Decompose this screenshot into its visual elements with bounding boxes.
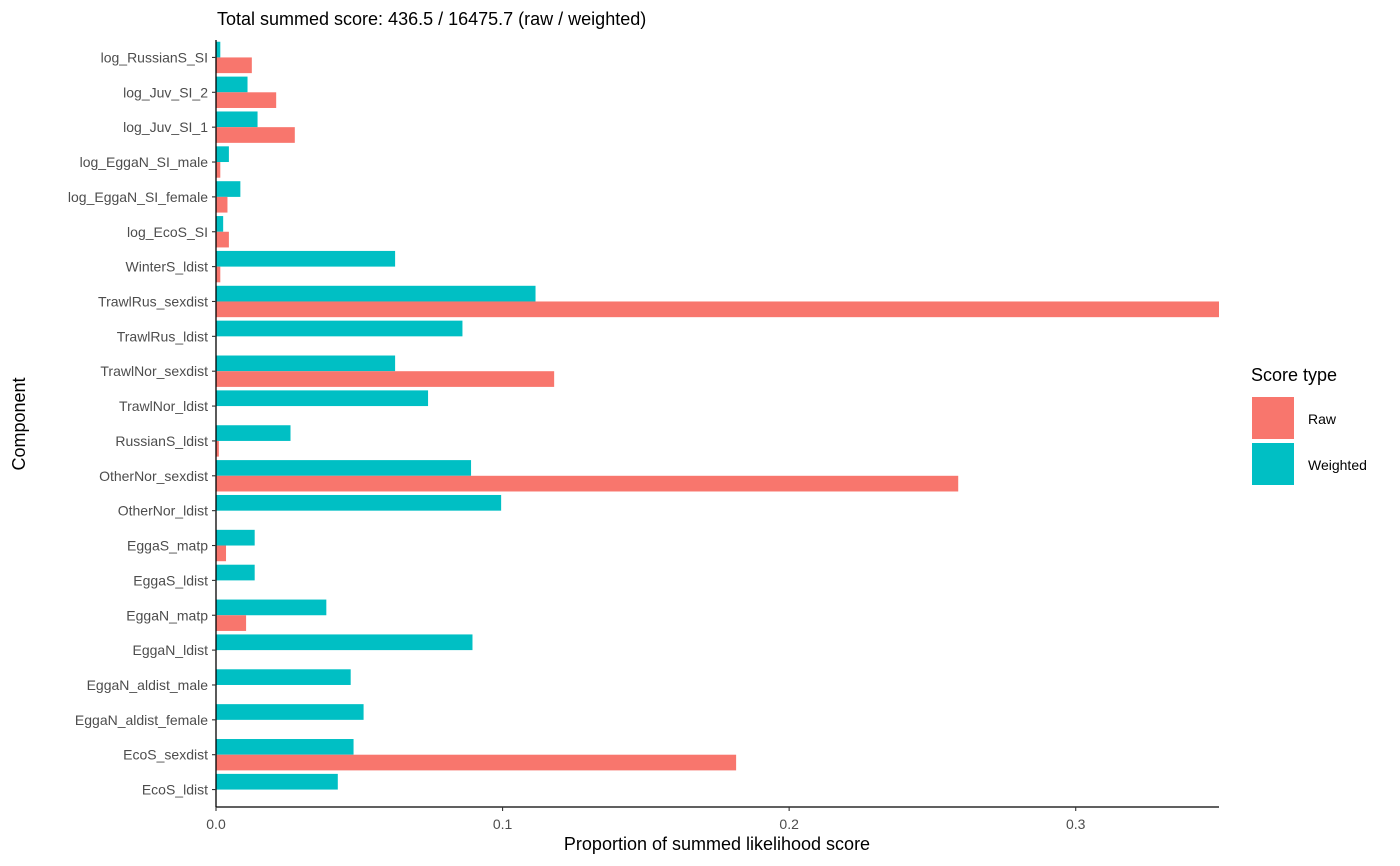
y-tick-label: log_Juv_SI_2 [123,84,208,100]
bar-raw-log-juv-si-2 [216,92,277,108]
y-axis-title: Component [9,377,29,470]
y-tick-label: EggaN_aldist_female [75,712,208,728]
y-tick-label: log_EcoS_SI [127,224,208,240]
y-tick-label: EggaS_matp [127,538,208,554]
chart-title: Total summed score: 436.5 / 16475.7 (raw… [217,9,646,29]
bar-weighted-log-juv-si-2 [216,76,248,93]
bar-raw-log-eggan-si-female [216,196,228,213]
y-tick-label: EcoS_sexdist [123,747,208,763]
bar-weighted-trawlrus-sexdist [216,285,536,302]
x-axis-title: Proportion of summed likelihood score [564,834,870,854]
y-tick-label: EggaN_matp [126,607,208,623]
y-tick-label: log_Juv_SI_1 [123,119,208,135]
bar-weighted-log-eggan-si-female [216,181,241,197]
bar-weighted-eggas-matp [216,529,255,546]
bar-weighted-othernor-ldist [216,494,502,511]
bar-weighted-eggan-aldist-female [216,704,364,720]
bar-raw-russians-ldist [216,440,219,457]
bar-raw-othernor-sexdist [216,475,959,492]
y-axis-ticks: log_RussianS_SI log_Juv_SI_2 log_Juv_SI_1l… [68,49,216,798]
bar-raw-log-juv-si-1 [216,127,295,143]
y-tick-label: EggaN_aldist_male [87,677,209,693]
bar-raw-log-eggan-si-male [216,162,221,178]
bar-raw-winters-ldist [216,266,221,283]
bar-weighted-log-ecos-si [216,216,224,232]
y-tick-label: log_EggaN_SI_male [80,154,209,170]
legend-key-raw [1252,397,1294,439]
bar-weighted-log-eggan-si-male [216,146,229,163]
bar-raw-trawlnor-sexdist [216,371,555,387]
y-tick-label: WinterS_ldist [126,259,209,275]
y-tick-label: OtherNor_ldist [118,503,208,519]
y-tick-label: OtherNor_sexdist [99,468,208,484]
y-tick-label: RussianS_ldist [115,433,208,449]
bar-weighted-ecos-sexdist [216,739,354,755]
y-tick-label: log_EggaN_SI_female [68,189,208,205]
bar-weighted-trawlrus-ldist [216,320,463,337]
bar-weighted-ecos-ldist [216,773,338,790]
legend-label-raw: Raw [1308,411,1337,427]
bar-raw-log-russians-si [216,57,252,74]
bar-weighted-eggan-matp [216,599,327,616]
bar-raw-ecos-sexdist [216,754,737,771]
y-tick-label: EggaN_ldist [133,642,209,658]
bar-raw-log-ecos-si [216,231,229,248]
bars-layer [216,41,1219,790]
bar-weighted-eggas-ldist [216,564,255,581]
bar-weighted-russians-ldist [216,425,291,441]
y-tick-label: EggaS_ldist [133,572,208,588]
bar-weighted-eggan-aldist-male [216,669,351,685]
legend-key-weighted [1252,443,1294,485]
bar-weighted-othernor-sexdist [216,460,472,476]
x-axis-ticks: 0.0 0.1 0.2 0.3 [206,807,1086,832]
legend-label-weighted: Weighted [1308,457,1367,473]
x-tick-label: 0.1 [493,816,513,832]
y-tick-label: TrawlNor_sexdist [100,363,208,379]
bar-weighted-eggan-ldist [216,634,473,651]
legend: Score type Raw Weighted [1251,365,1367,485]
y-tick-label: TrawlNor_ldist [119,398,208,414]
bar-raw-trawlrus-sexdist [216,301,1219,318]
y-tick-label: TrawlRus_sexdist [98,293,208,309]
bar-weighted-log-juv-si-1 [216,111,258,128]
bar-weighted-winters-ldist [216,250,396,267]
legend-title: Score type [1251,365,1337,385]
y-tick-label: TrawlRus_ldist [117,328,208,344]
bar-weighted-trawlnor-sexdist [216,355,396,372]
bar-weighted-trawlnor-ldist [216,390,429,407]
y-tick-label: EcoS_ldist [142,782,208,798]
bar-raw-eggas-matp [216,545,227,562]
x-tick-label: 0.0 [206,816,226,832]
x-tick-label: 0.3 [1066,816,1086,832]
bar-raw-eggan-matp [216,615,247,631]
y-tick-label: log_RussianS_SI [101,49,208,65]
bar-weighted-log-russians-si [216,41,221,58]
x-tick-label: 0.2 [779,816,799,832]
